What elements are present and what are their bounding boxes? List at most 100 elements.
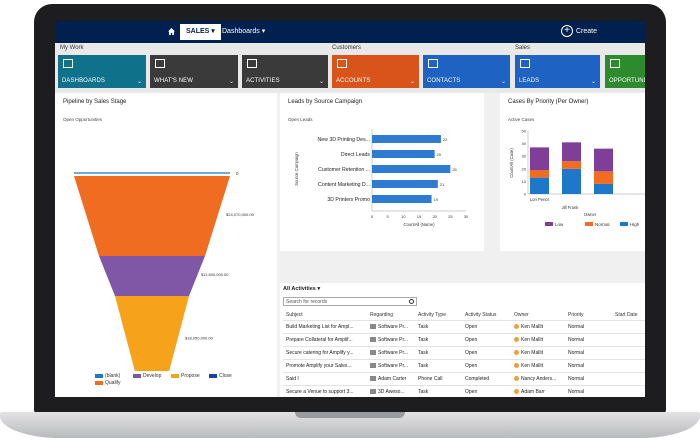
cases-legend-label: Low [555,222,564,227]
cell-text: Normal [568,350,585,356]
table-cell: Open [465,350,477,356]
legend-item: Close [209,373,232,379]
tile-leads[interactable]: LEADS ⌄ [515,55,600,88]
chevron-down-icon: ⌄ [409,79,415,85]
record-icon [370,363,376,369]
home-icon[interactable] [168,28,175,35]
column-header[interactable]: Subject [286,312,303,318]
legend-item: Qualify [95,380,121,386]
leads-value-label: 19 [434,197,439,202]
activities-view-selector[interactable]: All Activities ▾ [283,286,321,292]
chevron-down-icon: ▾ [261,28,266,35]
leads-x-label: CountAll (Name) [404,222,436,227]
cases-legend-swatch [585,222,593,226]
leads-x-tick: 30 [464,214,469,219]
tile-dashboards[interactable]: DASHBOARDS ⌄ [58,55,146,88]
tile-icon [247,59,257,68]
tile-icon [610,59,620,68]
column-header[interactable]: Owner [514,312,529,318]
activities-title: All Activities [283,286,316,292]
record-icon [370,337,376,343]
user-icon [514,363,519,369]
cell-text: Task [418,337,429,343]
funnel-value-label: $18,050,000.00 [185,336,214,341]
table-cell[interactable]: Secure catering for Amplify y... [286,350,353,356]
column-header[interactable]: Regarding [370,312,394,318]
leads-panel: Leads by Source Campaign Open Leads New … [280,93,484,251]
search-placeholder: Search for records [286,299,328,305]
legend-item: (blank) [95,373,120,379]
tile-contacts[interactable]: CONTACTS ⌄ [423,55,510,88]
search-icon[interactable] [409,299,414,304]
leads-bar [372,150,435,158]
record-icon [370,350,376,356]
table-cell[interactable]: Prepare Collateral for Amplif... [286,337,353,343]
column-header[interactable]: Activity Type [418,312,446,318]
cell-text: Ken Mallit [521,350,543,356]
funnel-chart: 0 $24,070,000.00 $11,600,000.00 $18,050,000… [74,171,255,371]
cases-legend-swatch [545,222,553,226]
column-header[interactable]: Start Date [615,312,638,318]
column-header[interactable]: Activity Status [465,312,497,318]
leads-category-label: Customer Retention ... [318,167,370,173]
legend-label: Propose [181,373,200,379]
tile-accounts[interactable]: ACCOUNTS ⌄ [332,55,419,88]
legend-item: Propose [171,373,200,379]
table-cell[interactable]: Build Marketing List for Ampl... [286,324,354,330]
table-row[interactable]: Prepare Collateral for Amplif... Software… [283,333,645,346]
tile-bar: My Work Customers Sales DASHBOARDS ⌄ WHAT'… [55,43,645,93]
tile-what-s-new[interactable]: WHAT'S NEW ⌄ [150,55,238,88]
table-cell[interactable]: Secure a Venue to support 3... [286,389,354,395]
leads-x-tick: 25 [448,214,453,219]
cell-text: Secure catering for Amplify y... [286,350,354,356]
funnel-segment-develop [99,256,205,296]
cell-text: Software Pr... [378,324,409,330]
dashboards-nav-item[interactable]: Dashboards ▾ [222,27,265,35]
table-cell: Software Pr... [370,337,408,343]
tile-opportuniti[interactable]: OPPORTUNITI [605,55,645,88]
table-row[interactable]: Said I Adam Carter Phone Call Completed Nanc… [283,372,645,385]
cell-text: Prepare Collateral for Amplif... [286,337,353,343]
table-cell: Software Pr... [370,324,408,330]
dashboard-content: Pipeline by Sales Stage Open Opportuniti… [55,93,645,397]
table-cell: Normal [568,376,584,382]
cell-text: 3D Aweso... [378,389,405,395]
tile-activities[interactable]: ACTIVITIES ⌄ [242,55,328,88]
tile-label: ACCOUNTS [336,78,371,84]
record-icon [370,389,376,395]
cell-text: Adam Carter [378,376,407,382]
table-cell[interactable]: Promote Amplify your Sales... [286,363,352,369]
chevron-down-icon: ⌄ [318,79,324,85]
cell-text: Task [418,324,429,330]
table-cell: Ken Mallit [514,363,543,369]
table-cell[interactable]: Said I [286,376,299,382]
search-input[interactable]: Search for records [283,297,417,306]
table-cell: Open [465,324,477,330]
table-row[interactable]: Build Marketing List for Ampl... Software… [283,320,645,333]
table-row[interactable]: Secure a Venue to support 3... 3D Aweso..… [283,385,645,397]
leads-y-label: Source Campaign [294,152,299,186]
cases-bar-normal [562,161,581,169]
table-row[interactable]: Promote Amplify your Sales... Software Pr… [283,359,645,372]
table-row[interactable]: Secure catering for Amplify y... Software… [283,346,645,359]
create-button[interactable]: + Create [561,25,597,37]
record-icon [370,324,376,330]
tile-icon [520,59,530,68]
column-header[interactable]: Priority [568,312,584,318]
leads-subtitle: Open Leads [288,117,313,122]
table-cell: Normal [568,389,584,395]
cases-bar-low [530,147,549,171]
leads-value-label: 22 [443,137,448,142]
leads-value-label: 25 [452,167,457,172]
cases-legend-label: Normal [595,222,610,227]
cases-bar-high [530,177,549,194]
sales-nav-tab[interactable]: SALES ▾ [180,24,221,40]
table-cell: Open [465,389,477,395]
chevron-down-icon: ⌄ [500,79,506,85]
cell-text: Open [465,363,478,369]
cases-y-tick: 30 [522,154,527,159]
tile-label: ACTIVITIES [246,78,280,84]
table-cell: Software Pr... [370,350,408,356]
leads-x-tick: 15 [417,214,422,219]
leads-category-label: 3D Printers Promo [327,197,370,203]
